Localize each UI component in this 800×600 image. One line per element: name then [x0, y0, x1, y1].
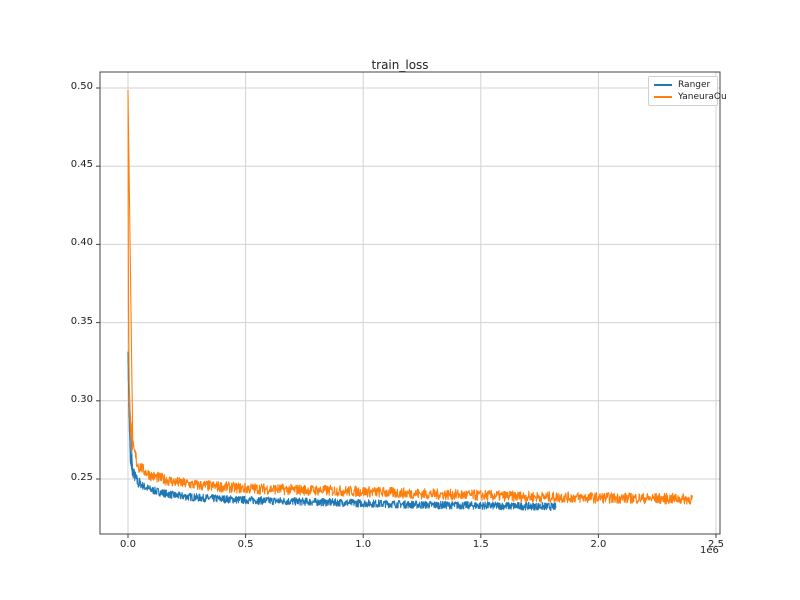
x-tick-label: 1.0	[355, 539, 372, 550]
legend-item-yaneuraou: YaneuraOu	[654, 91, 727, 103]
legend-label-ranger: Ranger	[678, 80, 711, 90]
axes-frame	[99, 71, 721, 535]
tick-marks	[96, 87, 717, 538]
x-axis-offset-label: 1e6	[700, 545, 719, 556]
y-tick-label: 0.25	[70, 472, 93, 483]
series-line-yaneuraou	[127, 89, 694, 505]
x-tick-label: 0.0	[120, 539, 136, 550]
series-line-ranger	[127, 351, 557, 512]
y-tick-label: 0.45	[70, 159, 93, 171]
y-tick-label: 0.30	[70, 393, 93, 405]
x-tick-label: 1.5	[472, 539, 489, 550]
x-tick-label: 2.0	[590, 539, 607, 550]
legend-label-yaneuraou: YaneuraOu	[678, 92, 727, 102]
x-tick-label: 0.5	[237, 539, 254, 550]
y-tick-label: 0.40	[70, 237, 93, 249]
legend: Ranger YaneuraOu	[648, 76, 727, 106]
chart-title: train_loss	[371, 58, 429, 72]
legend-item-ranger: Ranger	[654, 79, 710, 91]
y-tick-label: 0.50	[70, 81, 93, 92]
x-tick-label: 2.5	[708, 539, 724, 550]
legend-swatch-ranger	[654, 84, 672, 86]
series-layer	[127, 89, 694, 512]
grid-lines	[100, 72, 720, 534]
y-tick-label: 0.35	[70, 315, 93, 327]
legend-swatch-yaneuraou	[654, 96, 672, 98]
